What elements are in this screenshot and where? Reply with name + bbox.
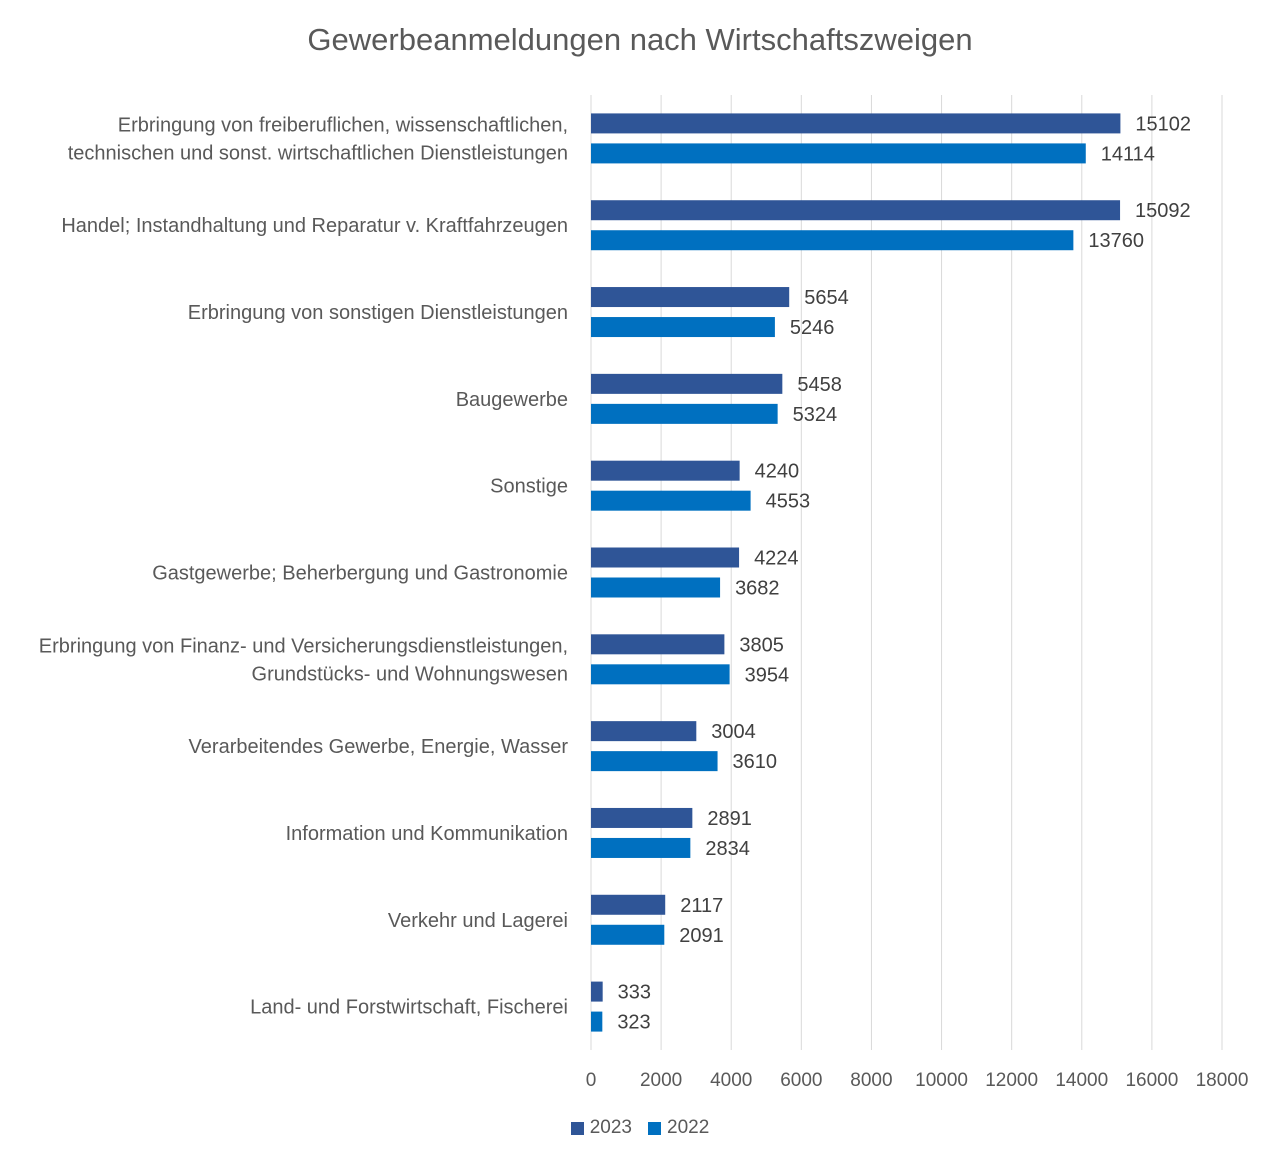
category-label: Information und Kommunikation <box>286 823 568 845</box>
bar-2023-1 <box>591 200 1121 221</box>
bar-2022-2 <box>591 317 775 338</box>
legend-item-2023: 2023 <box>570 1117 632 1139</box>
bar-2022-9 <box>591 924 665 945</box>
data-label: 2891 <box>707 808 752 830</box>
legend-item-2022: 2022 <box>648 1117 709 1139</box>
x-tick-label: 14000 <box>1055 1070 1108 1091</box>
bar-2022-3 <box>591 403 778 424</box>
bar-2022-5 <box>591 577 721 598</box>
data-label: 13760 <box>1088 230 1144 252</box>
data-label: 2091 <box>679 925 724 947</box>
gridlines <box>590 95 1223 1050</box>
data-label: 5458 <box>797 374 842 396</box>
category-label: Erbringung von sonstigen Dienstleistunge… <box>188 302 568 324</box>
legend-swatch <box>648 1121 661 1135</box>
category-label: Erbringung von Finanz- und Versicherungs… <box>39 635 568 657</box>
bar-2023-0 <box>591 113 1121 134</box>
bar-2023-10 <box>591 981 603 1002</box>
category-label: Gastgewerbe; Beherbergung und Gastronomi… <box>152 563 568 585</box>
bar-2023-5 <box>591 547 740 568</box>
x-tick-labels: 0 2000 4000 6000 8000 10000 12000 14000 16000 180… <box>586 1070 1249 1091</box>
x-tick-label: 8000 <box>850 1070 892 1091</box>
data-label: 2117 <box>680 895 723 917</box>
bar-2022-8 <box>591 837 691 858</box>
x-tick-label: 4000 <box>710 1070 752 1091</box>
bar-2023-4 <box>591 460 740 481</box>
data-label: 3682 <box>735 578 780 600</box>
legend: 2023 2022 <box>0 1117 1280 1141</box>
x-tick-label: 6000 <box>780 1070 822 1091</box>
legend-label: 2023 <box>589 1117 632 1138</box>
bars <box>591 113 1121 1032</box>
bar-2022-7 <box>591 751 718 772</box>
category-label: technischen und sonst. wirtschaftlichen … <box>68 142 568 164</box>
category-label: Verarbeitendes Gewerbe, Energie, Wasser <box>189 736 569 758</box>
data-label: 4240 <box>755 461 800 483</box>
bar-2023-3 <box>591 373 783 394</box>
x-tick-label: 16000 <box>1125 1070 1178 1091</box>
bar-2023-8 <box>591 807 693 828</box>
x-tick-label: 10000 <box>915 1070 968 1091</box>
category-label: Sonstige <box>490 476 568 498</box>
legend-swatch <box>570 1121 584 1135</box>
data-label: 3954 <box>745 664 790 686</box>
data-label: 15092 <box>1135 200 1191 222</box>
bar-2022-1 <box>591 230 1074 251</box>
data-label: 14114 <box>1101 143 1155 165</box>
bar-2022-10 <box>591 1011 603 1032</box>
data-label: 4553 <box>766 491 811 513</box>
category-label: Baugewerbe <box>456 389 568 411</box>
data-label: 2834 <box>705 838 750 860</box>
category-label: Land- und Forstwirtschaft, Fischerei <box>250 997 568 1019</box>
data-label: 3805 <box>739 634 784 656</box>
data-labels: 15102 14114 15092 13760 5654 5246 5458 5324 4240… <box>617 113 1191 1033</box>
bar-2023-2 <box>591 287 790 308</box>
data-label: 333 <box>618 982 651 1004</box>
data-label: 5654 <box>804 287 849 309</box>
bar-2023-7 <box>591 721 697 742</box>
data-label: 323 <box>617 1012 650 1034</box>
data-label: 3610 <box>733 751 778 773</box>
x-tick-label: 12000 <box>985 1070 1038 1091</box>
x-tick-label: 18000 <box>1196 1070 1249 1091</box>
category-labels: Erbringung von freiberuflichen, wissensc… <box>39 114 569 1018</box>
bar-2023-9 <box>591 894 666 915</box>
data-label: 5324 <box>793 404 838 426</box>
x-tick-label: 2000 <box>640 1070 682 1091</box>
category-label: Erbringung von freiberuflichen, wissensc… <box>118 114 568 136</box>
data-label: 5246 <box>790 317 835 339</box>
category-label: Grundstücks- und Wohnungswesen <box>252 663 568 685</box>
legend-label: 2022 <box>667 1117 710 1138</box>
data-label: 15102 <box>1135 113 1191 135</box>
bar-2023-6 <box>591 634 725 655</box>
category-label: Verkehr und Lagerei <box>388 910 568 932</box>
data-label: 4224 <box>754 548 799 570</box>
bar-2022-0 <box>591 143 1086 164</box>
x-tick-label: 0 <box>586 1070 597 1091</box>
bar-2022-4 <box>591 490 751 511</box>
data-label: 3004 <box>711 721 756 743</box>
category-label: Handel; Instandhaltung und Reparatur v. … <box>61 215 568 237</box>
chart-title: Gewerbeanmeldungen nach Wirtschaftszweig… <box>307 22 973 57</box>
bar-2022-6 <box>591 664 730 685</box>
